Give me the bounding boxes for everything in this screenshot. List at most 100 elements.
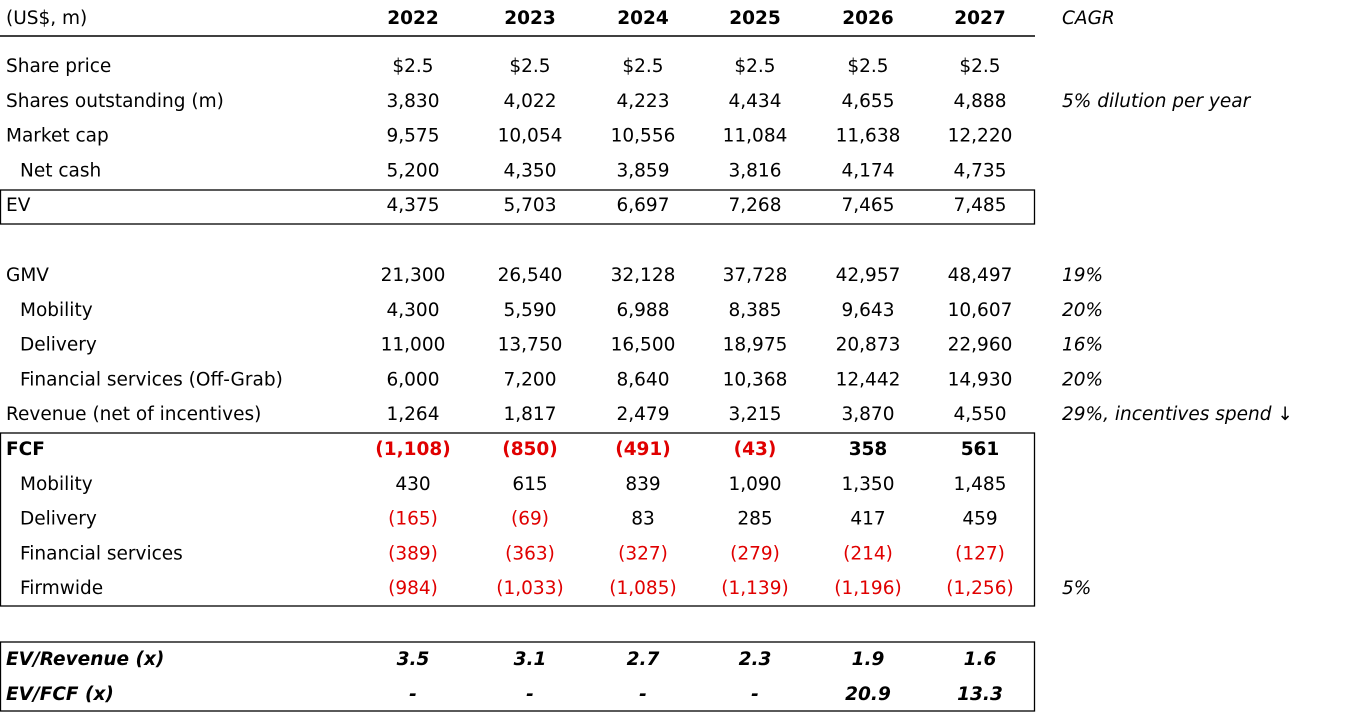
year-header: 2023	[504, 8, 556, 29]
ev-box	[0, 189, 1036, 225]
cell-value: 7,200	[504, 369, 557, 390]
cell-value: 4,550	[954, 404, 1007, 425]
cell-value: (1,139)	[721, 578, 788, 599]
cell-value: -	[751, 684, 759, 705]
cell-value: 2,479	[617, 404, 670, 425]
cell-value: 5,200	[387, 160, 440, 181]
cell-value: 1.6	[964, 649, 997, 670]
multiples-box	[0, 641, 1036, 712]
cell-value: (984)	[388, 578, 438, 599]
cell-value: -	[409, 684, 417, 705]
cell-value: 1,264	[387, 404, 440, 425]
cagr-note: 19%	[1062, 265, 1103, 286]
cell-value: 22,960	[948, 335, 1013, 356]
cell-value: 5,703	[504, 195, 557, 216]
cell-value: 14,930	[948, 369, 1013, 390]
cell-value: 1.9	[852, 649, 885, 670]
cell-value: (1,256)	[946, 578, 1013, 599]
cell-value: (850)	[502, 439, 558, 460]
cell-value: 459	[962, 509, 997, 530]
cell-value: 1,090	[729, 474, 782, 495]
year-header: 2022	[387, 8, 439, 29]
row-label: EV/FCF (x)	[6, 684, 114, 705]
cell-value: 4,223	[617, 91, 670, 112]
cell-value: $2.5	[509, 56, 550, 77]
row-label: Firmwide	[20, 578, 103, 599]
cell-value: 4,655	[842, 91, 895, 112]
cell-value: 10,607	[948, 300, 1013, 321]
cell-value: (165)	[388, 509, 438, 530]
cell-value: 9,643	[842, 300, 895, 321]
cell-value: 6,988	[617, 300, 670, 321]
cell-value: 8,640	[617, 369, 670, 390]
cell-value: (363)	[505, 543, 555, 564]
cell-value: $2.5	[959, 56, 1000, 77]
cell-value: 18,975	[723, 335, 788, 356]
cell-value: 11,638	[836, 126, 901, 147]
cell-value: 12,220	[948, 126, 1013, 147]
cell-value: 32,128	[611, 265, 676, 286]
cell-value: 9,575	[387, 126, 440, 147]
cell-value: 3,816	[729, 160, 782, 181]
row-label: Mobility	[20, 300, 93, 321]
row-label: Market cap	[6, 126, 109, 147]
cell-value: (214)	[843, 543, 893, 564]
cell-value: 7,268	[729, 195, 782, 216]
cell-value: 4,434	[729, 91, 782, 112]
cell-value: 20,873	[836, 335, 901, 356]
cagr-note: 20%	[1062, 300, 1103, 321]
cell-value: 3,215	[729, 404, 782, 425]
row-label: Revenue (net of incentives)	[6, 404, 261, 425]
cell-value: 21,300	[381, 265, 446, 286]
cell-value: 358	[849, 439, 888, 460]
cagr-note: 5%	[1062, 578, 1091, 599]
cell-value: 6,000	[387, 369, 440, 390]
cell-value: (43)	[734, 439, 777, 460]
cell-value: 13.3	[957, 684, 1003, 705]
cell-value: (279)	[730, 543, 780, 564]
cell-value: 2.3	[739, 649, 772, 670]
row-label: EV/Revenue (x)	[6, 649, 164, 670]
cagr-note: 20%	[1062, 369, 1103, 390]
unit-label: (US$, m)	[6, 8, 87, 29]
row-label: Shares outstanding (m)	[6, 91, 224, 112]
row-label: Delivery	[20, 509, 97, 530]
cell-value: 615	[512, 474, 547, 495]
cell-value: 4,888	[954, 91, 1007, 112]
row-label: FCF	[6, 439, 45, 460]
row-label: Financial services	[20, 543, 183, 564]
cell-value: 5,590	[504, 300, 557, 321]
cell-value: 42,957	[836, 265, 901, 286]
row-label: EV	[6, 195, 31, 216]
cell-value: $2.5	[392, 56, 433, 77]
cell-value: 48,497	[948, 265, 1013, 286]
cell-value: 3,870	[842, 404, 895, 425]
cell-value: 11,000	[381, 335, 446, 356]
cell-value: (389)	[388, 543, 438, 564]
row-label: Delivery	[20, 335, 97, 356]
cell-value: 1,350	[842, 474, 895, 495]
cagr-note: 29%, incentives spend ↓	[1062, 404, 1293, 425]
row-label: Net cash	[20, 160, 101, 181]
cell-value: 83	[631, 509, 655, 530]
cell-value: (327)	[618, 543, 668, 564]
cell-value: 3.5	[397, 649, 430, 670]
cell-value: (1,033)	[496, 578, 563, 599]
year-header: 2027	[954, 8, 1006, 29]
row-label: Mobility	[20, 474, 93, 495]
cell-value: 4,735	[954, 160, 1007, 181]
cell-value: 11,084	[723, 126, 788, 147]
cell-value: 10,556	[611, 126, 676, 147]
cell-value: $2.5	[622, 56, 663, 77]
cell-value: 20.9	[845, 684, 891, 705]
cell-value: $2.5	[847, 56, 888, 77]
cell-value: 2.7	[627, 649, 660, 670]
row-label: Share price	[6, 56, 111, 77]
cell-value: 7,485	[954, 195, 1007, 216]
cell-value: 285	[737, 509, 772, 530]
cell-value: 430	[395, 474, 430, 495]
cell-value: 3,859	[617, 160, 670, 181]
cell-value: (1,108)	[375, 439, 450, 460]
